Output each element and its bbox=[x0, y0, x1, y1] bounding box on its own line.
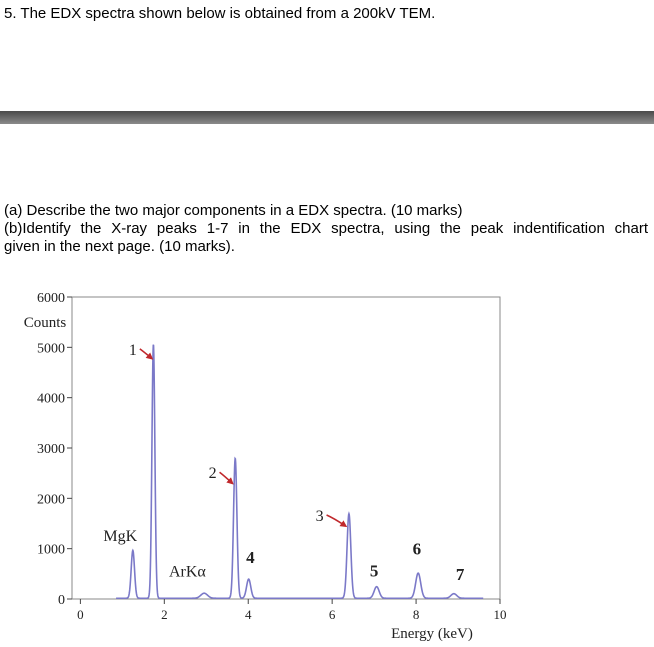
peak-label: 2 bbox=[209, 465, 217, 482]
peak-label: 4 bbox=[246, 548, 255, 567]
y-tick-label: 5000 bbox=[37, 341, 65, 356]
peak-label: 5 bbox=[370, 561, 379, 580]
y-tick-label: 3000 bbox=[37, 442, 65, 457]
x-axis-label: Energy (keV) bbox=[391, 626, 473, 642]
peak-label: ArKα bbox=[169, 563, 206, 580]
x-tick-label: 10 bbox=[494, 607, 507, 622]
axis-ticks: 0 1000 2000 3000 4000 5000 6000 0 2 4 6 8 10 bbox=[37, 291, 507, 622]
spectrum-line bbox=[116, 344, 484, 600]
peak-label: 1 bbox=[129, 342, 137, 359]
y-axis-label: Counts bbox=[24, 315, 67, 331]
x-tick-label: 6 bbox=[329, 607, 336, 622]
y-tick-label: 4000 bbox=[37, 392, 65, 407]
x-tick-label: 2 bbox=[161, 607, 168, 622]
peak-label: 7 bbox=[456, 565, 465, 584]
y-tick-label: 6000 bbox=[37, 291, 65, 306]
question-parts: (a) Describe the two major components in… bbox=[4, 202, 648, 256]
section-divider bbox=[0, 111, 654, 124]
question-title: 5. The EDX spectra shown below is obtain… bbox=[4, 5, 436, 22]
peak-arrow bbox=[139, 348, 154, 360]
y-tick-label: 1000 bbox=[37, 543, 65, 558]
y-tick-label: 2000 bbox=[37, 492, 65, 507]
question-part-a: (a) Describe the two major components in… bbox=[4, 202, 463, 219]
x-tick-label: 8 bbox=[413, 607, 420, 622]
peak-marks: 1 2 3 MgK ArKα 4 5 6 7 bbox=[103, 342, 465, 584]
peak-label: 6 bbox=[413, 540, 422, 559]
question-part-b-line2: given in the next page. (10 marks). bbox=[4, 238, 235, 255]
question-part-b-line1: (b)Identify the X-ray peaks 1-7 in the E… bbox=[4, 220, 648, 237]
x-tick-label: 0 bbox=[77, 607, 84, 622]
y-tick-label: 0 bbox=[58, 593, 65, 608]
peak-label: MgK bbox=[103, 528, 137, 545]
x-tick-label: 4 bbox=[245, 607, 252, 622]
peak-arrow bbox=[326, 514, 348, 528]
peak-label: 3 bbox=[316, 508, 324, 525]
peak-arrow bbox=[219, 471, 234, 485]
